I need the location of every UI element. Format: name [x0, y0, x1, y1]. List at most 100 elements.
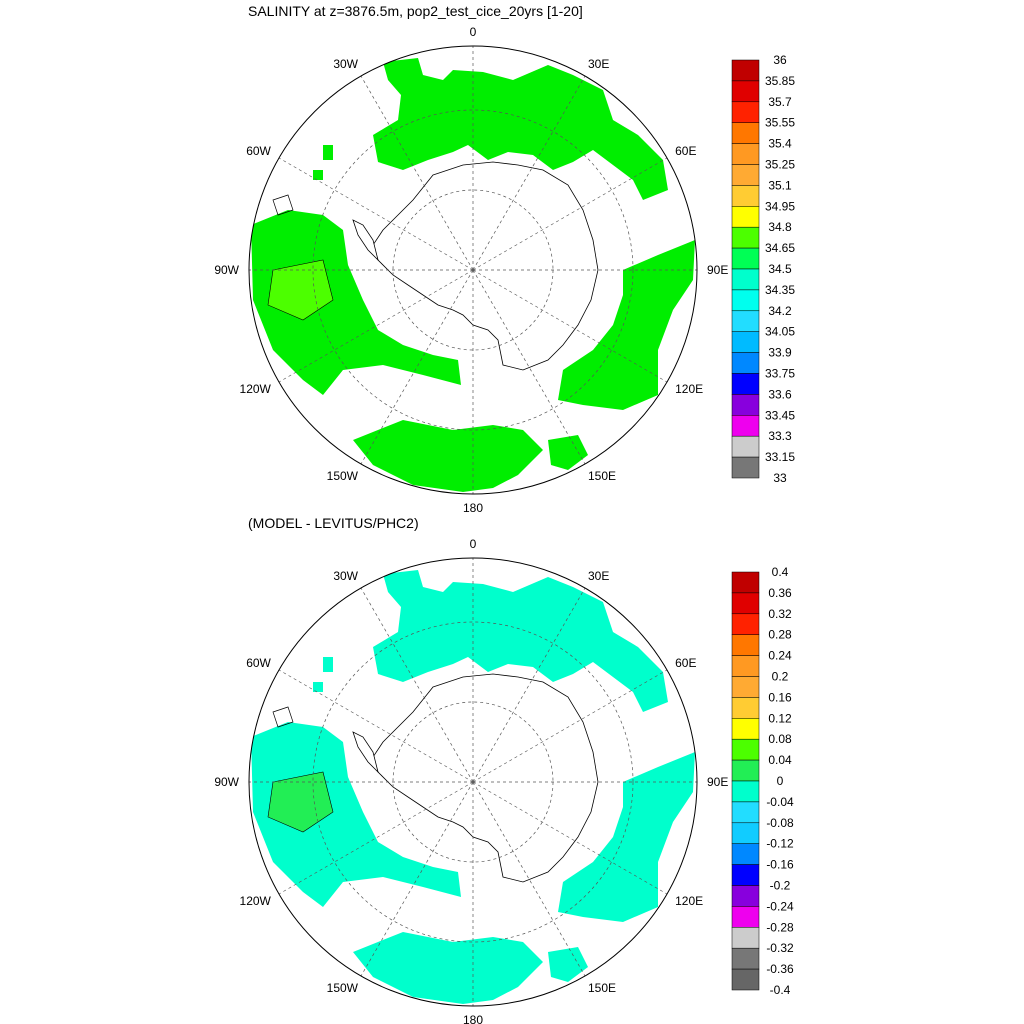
latitude-circle: [312, 109, 634, 431]
meridian-line: [472, 75, 586, 271]
colorbar-swatch: [731, 394, 760, 416]
colorbar-swatch: [731, 592, 760, 615]
colorbar-tick-label: 0.2: [772, 670, 789, 684]
colorbar-tick-label: 34.05: [765, 325, 795, 339]
antarctic-peninsula: [352, 219, 379, 262]
colorbar-tick-label: 36: [773, 53, 787, 67]
longitude-label-n90w: 90W: [214, 263, 239, 277]
map-border: [248, 557, 698, 1007]
colorbar-tick-label: 34.8: [768, 220, 792, 234]
colorbar-tick-label: 0.28: [768, 628, 792, 642]
colorbar-swatch: [731, 268, 760, 291]
antarctica-coastline: [372, 161, 599, 371]
colorbar-tick-label: 35.25: [765, 158, 795, 172]
data-fill-region: [313, 682, 323, 692]
meridian-line: [472, 269, 668, 383]
longitude-label-n30w: 30W: [333, 569, 358, 583]
colorbar-swatch: [731, 289, 760, 312]
colorbar-swatch: [731, 885, 760, 907]
data-fill-region: [558, 240, 695, 410]
colorbar-tick-label: 35.7: [768, 95, 792, 109]
data-fill-region: [251, 210, 461, 395]
panel-1-colorbar: 36 35.85 35.7 35.55 35.4 35.25 35.1 34.95 34.8 34…: [731, 53, 795, 485]
data-fill-region: [548, 435, 588, 470]
colorbar-swatch: [731, 122, 760, 144]
colorbar-tick-label: 33.3: [768, 429, 792, 443]
meridian-line: [278, 157, 474, 271]
colorbar-swatch: [731, 968, 760, 991]
colorbar-swatch: [731, 759, 760, 782]
colorbar-tick-label: 34.95: [765, 199, 795, 213]
colorbar-swatch: [731, 185, 760, 207]
colorbar-tick-label: 33.45: [765, 408, 795, 422]
colorbar-swatch: [731, 101, 760, 123]
meridian-line: [360, 269, 474, 465]
data-fill-region: [548, 947, 588, 982]
panel-2-colorbar: 0.4 0.36 0.32 0.28 0.24 0.2 0.16 0.12 0.08 0.04 0 -…: [731, 565, 794, 997]
longitude-label-n30e: 30E: [588, 57, 609, 71]
longitude-label-n60e: 60E: [675, 144, 696, 158]
antarctica-coastline: [372, 673, 599, 883]
colorbar-swatch: [731, 435, 760, 458]
colorbar-swatch: [731, 143, 760, 165]
data-fill-region: [353, 932, 543, 1004]
colorbar-tick-label: -0.16: [766, 858, 794, 872]
panel-2-map: 0 30E 60E 90E 120E 150E 180 150W 120W 90W 60W 30W: [214, 537, 728, 1024]
colorbar-swatch: [731, 373, 760, 395]
colorbar-tick-label: 35.1: [768, 178, 792, 192]
colorbar-tick-label: 0.36: [768, 586, 792, 600]
longitude-label-n90w: 90W: [214, 775, 239, 789]
panel-1-title: SALINITY at z=3876.5m, pop2_test_cice_20…: [248, 3, 583, 19]
data-fill-region: [558, 752, 695, 922]
colorbar-tick-label: -0.28: [766, 920, 794, 934]
colorbar-swatch: [731, 947, 760, 970]
colorbar-tick-label: -0.04: [766, 795, 794, 809]
colorbar-swatch: [731, 843, 760, 865]
colorbar-swatch: [731, 456, 760, 479]
colorbar-tick-label: 35.55: [765, 116, 795, 130]
colorbar-swatch: [731, 226, 760, 249]
longitude-label-n150e: 150E: [588, 981, 616, 995]
colorbar-tick-label: -0.36: [766, 962, 794, 976]
colorbar-swatch: [731, 738, 760, 761]
meridian-line: [472, 269, 586, 465]
colorbar-swatch: [731, 247, 760, 270]
meridian-line: [278, 269, 474, 383]
colorbar-swatch: [731, 801, 760, 824]
colorbar-tick-label: -0.08: [766, 816, 794, 830]
longitude-label-n120w: 120W: [240, 382, 272, 396]
longitude-label-n150e: 150E: [588, 469, 616, 483]
longitude-label-n180: 180: [463, 501, 483, 515]
colorbar-tick-label: 0.32: [768, 607, 792, 621]
data-fill-region: [323, 657, 333, 672]
longitude-label-n150w: 150W: [327, 981, 359, 995]
south-america-coastline: [272, 194, 294, 216]
colorbar-swatch: [731, 164, 760, 186]
data-fill-region: [373, 570, 668, 712]
meridian-line: [278, 781, 474, 895]
colorbar-tick-label: 34.5: [768, 262, 792, 276]
data-fill-region: [251, 722, 461, 907]
longitude-label-n0: 0: [470, 25, 477, 39]
colorbar-tick-label: 0: [777, 774, 784, 788]
data-fill-region: [323, 145, 333, 160]
colorbar-swatch: [731, 80, 760, 103]
colorbar-tick-label: 33: [773, 471, 787, 485]
longitude-label-n120e: 120E: [675, 894, 703, 908]
colorbar-swatch: [731, 822, 760, 844]
panel-2-title: (MODEL - LEVITUS/PHC2): [248, 515, 419, 531]
colorbar-tick-label: -0.12: [766, 837, 794, 851]
meridian-line: [360, 781, 474, 977]
colorbar-tick-label: 34.35: [765, 283, 795, 297]
colorbar-swatch: [731, 718, 760, 740]
longitude-label-n150w: 150W: [327, 469, 359, 483]
colorbar-tick-label: 33.9: [768, 346, 792, 360]
colorbar-tick-label: -0.4: [770, 983, 791, 997]
meridian-line: [472, 669, 668, 783]
data-fill-region: [313, 170, 323, 180]
colorbar-swatch: [731, 206, 760, 228]
map-border: [248, 45, 698, 495]
longitude-label-n120w: 120W: [240, 894, 272, 908]
colorbar-swatch: [731, 613, 760, 635]
